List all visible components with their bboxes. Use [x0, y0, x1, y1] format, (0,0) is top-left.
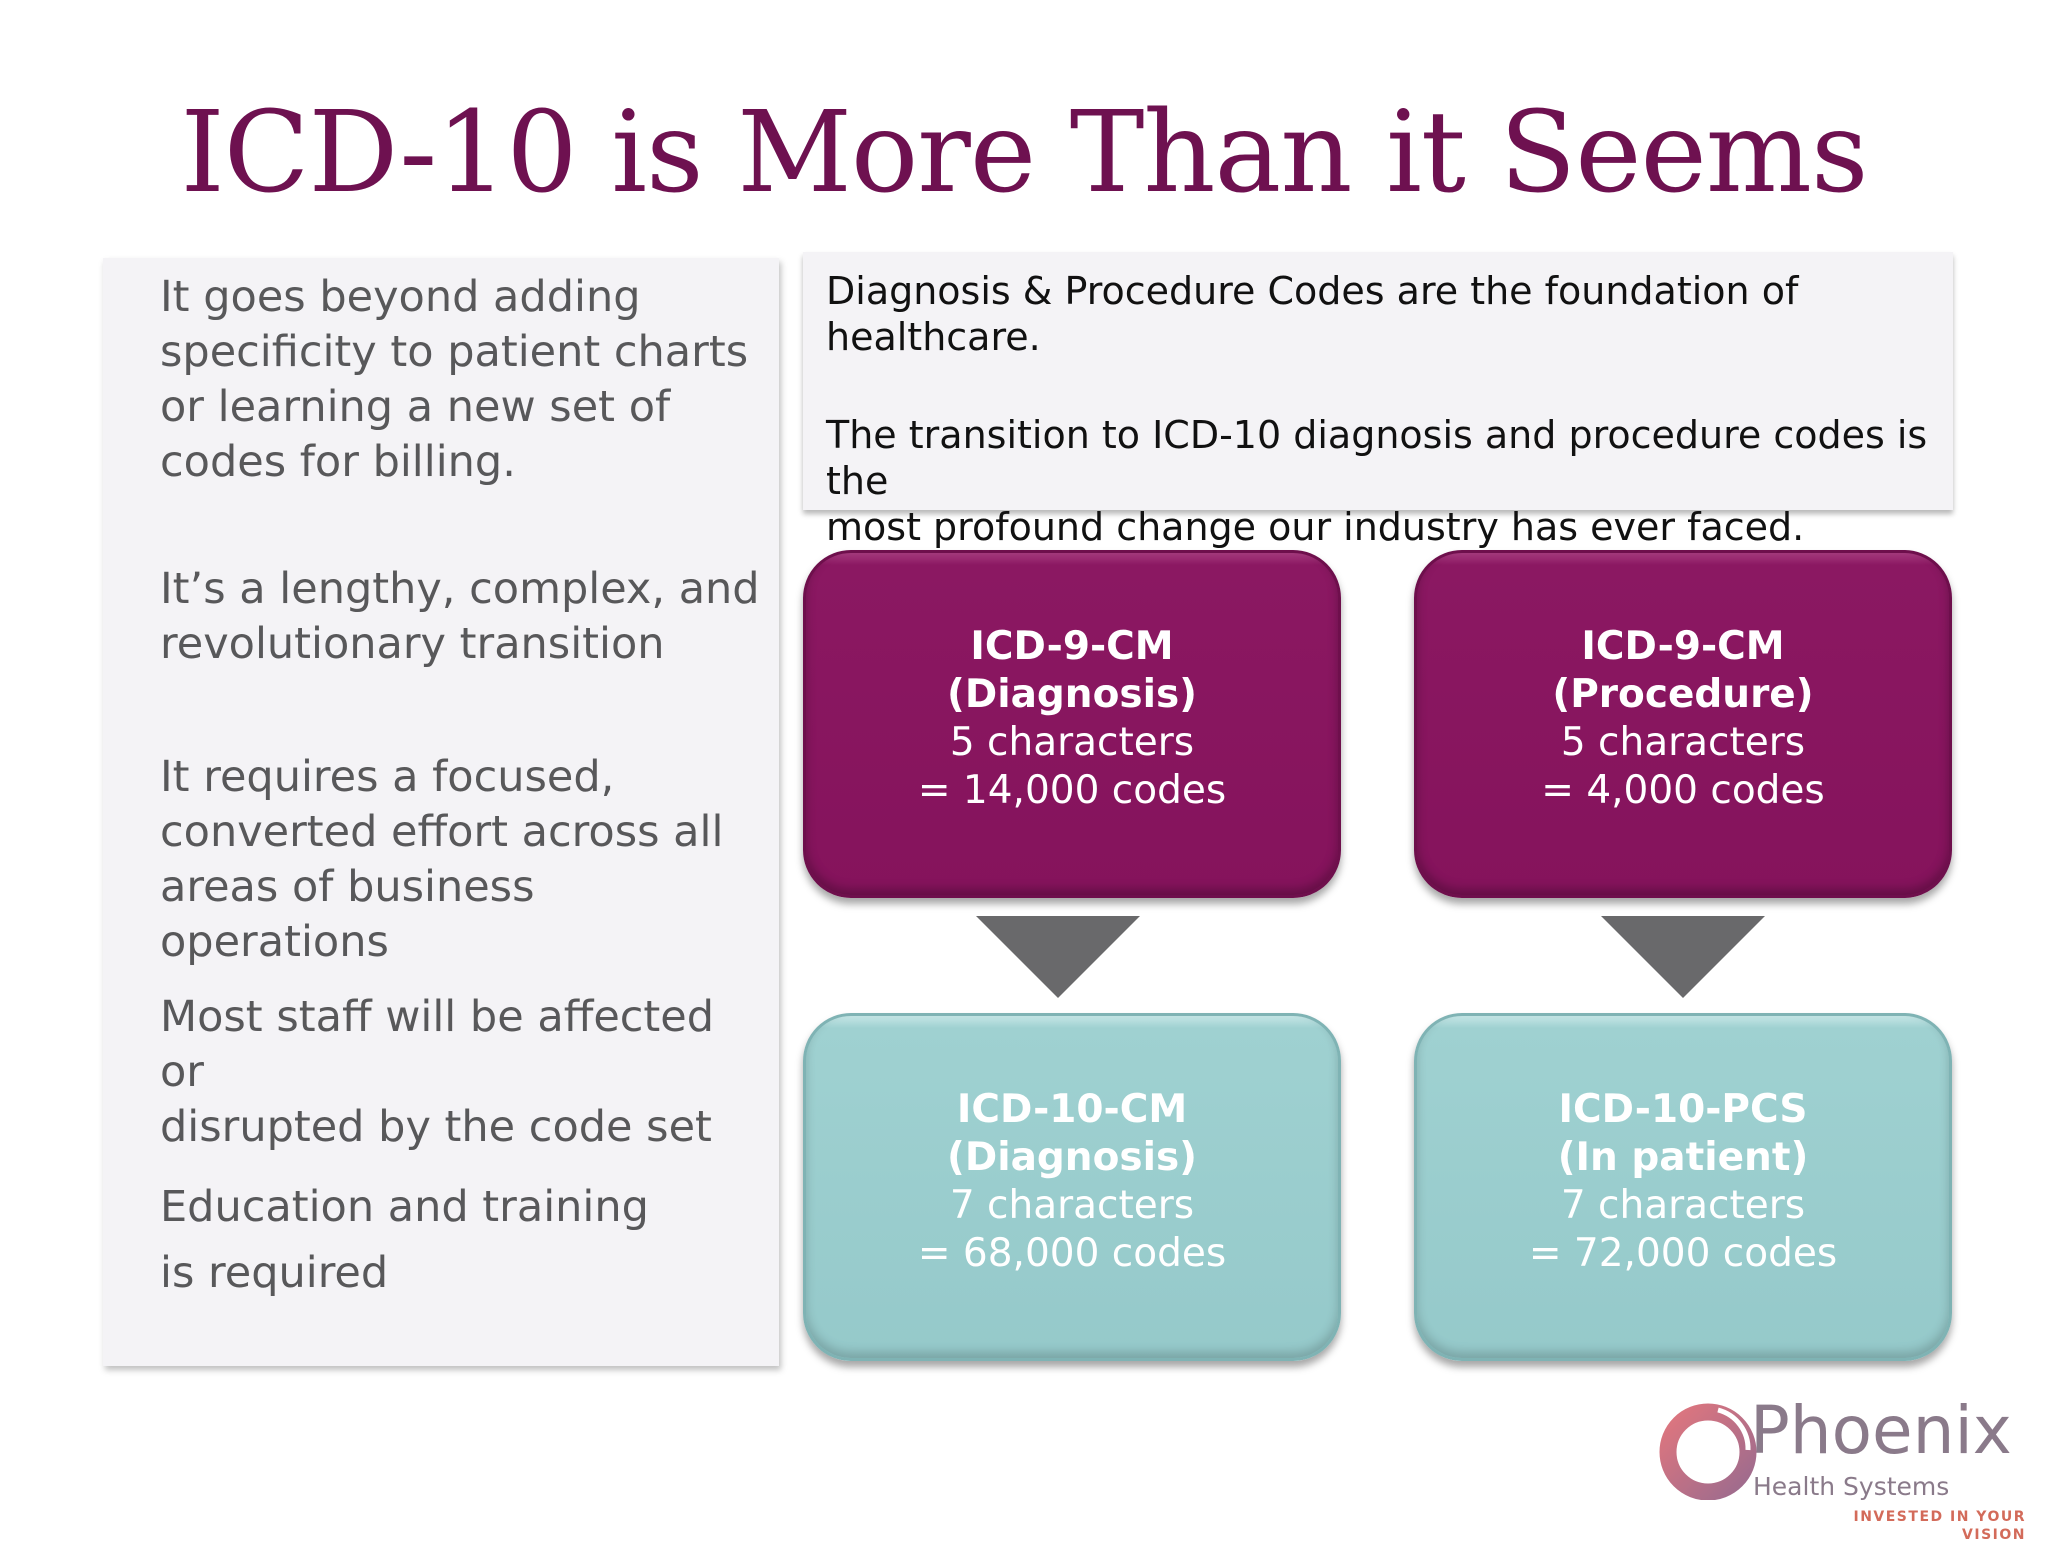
left-bullet-panel: It goes beyond adding specificity to pat…	[103, 258, 779, 1366]
phoenix-logo: Phoenix Health Systems INVESTED IN YOUR …	[1650, 1390, 2030, 1543]
intro-text-box: Diagnosis & Procedure Codes are the foun…	[803, 252, 1953, 549]
bullet-5: Education and training is required	[160, 1182, 649, 1298]
down-arrow-icon	[976, 916, 1140, 998]
icd10-pcs-box: ICD-10-PCS (In patient) 7 characters = 7…	[1414, 1013, 1952, 1361]
bullet-3: It requires a focused, converted effort …	[160, 752, 724, 967]
phoenix-ring-logo-icon	[1659, 1403, 1757, 1500]
logo-tagline: INVESTED IN YOUR VISION	[1853, 1509, 2026, 1543]
down-arrow-icon	[1601, 916, 1765, 998]
bullet-4: Most staff will be affected or disrupted…	[160, 992, 715, 1152]
icd9-diagnosis-box: ICD-9-CM (Diagnosis) 5 characters = 14,0…	[803, 550, 1341, 898]
bullet-2: It’s a lengthy, complex, and revolutiona…	[160, 564, 760, 669]
icd9-procedure-box: ICD-9-CM (Procedure) 5 characters = 4,00…	[1414, 550, 1952, 898]
intro-paragraph-2: The transition to ICD-10 diagnosis and p…	[826, 413, 1928, 549]
intro-paragraph-1: Diagnosis & Procedure Codes are the foun…	[826, 269, 1799, 359]
icd10-cm-box: ICD-10-CM (Diagnosis) 7 characters = 68,…	[803, 1013, 1341, 1361]
logo-name: Phoenix	[1750, 1392, 2012, 1469]
bullet-1: It goes beyond adding specificity to pat…	[160, 272, 749, 487]
slide-title: ICD-10 is More Than it Seems	[180, 88, 1869, 218]
logo-subtitle: Health Systems	[1753, 1472, 1950, 1501]
